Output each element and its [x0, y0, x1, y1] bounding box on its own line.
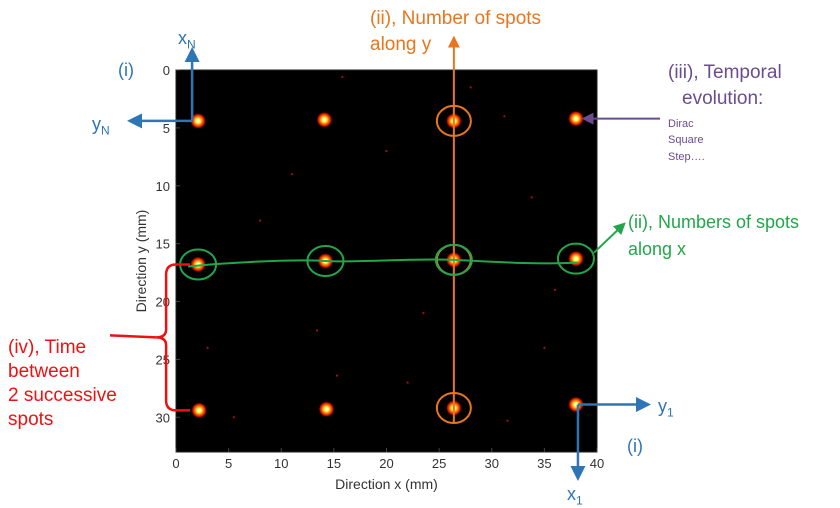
x-tick-label: 10 [274, 456, 288, 471]
noise-points [206, 75, 556, 422]
green-spot-ellipse [434, 243, 473, 276]
label-y1-main: y [658, 396, 667, 416]
x-tick-label: 40 [590, 456, 604, 471]
spot [190, 256, 207, 273]
label-yN-main: y [92, 114, 101, 134]
noise-point [543, 346, 546, 349]
green-arrow [593, 222, 626, 254]
spot [316, 111, 333, 128]
spot [318, 401, 335, 418]
label-xN-sub: N [187, 37, 196, 52]
y-tick-label: 15 [156, 237, 170, 252]
spot [191, 402, 208, 419]
x-tick-label: 20 [379, 456, 393, 471]
spot [567, 396, 584, 413]
x-tick-label: 15 [327, 456, 341, 471]
orange-spot-ellipse [435, 392, 472, 425]
label-iii-line1: (iii), Temporal [668, 62, 782, 83]
label-xN-main: x [178, 28, 187, 48]
label-yN-sub: N [101, 123, 110, 138]
label-ii-x-line1: (ii), Numbers of spots [628, 212, 800, 232]
label-iii-item-2: Step…. [668, 150, 705, 163]
label-x1: x1 [567, 484, 583, 508]
noise-point [206, 346, 209, 349]
noise-point [406, 381, 409, 384]
noise-point [290, 173, 293, 176]
x-tick-label: 30 [485, 456, 499, 471]
x-axis-label: Direction x (mm) [335, 476, 438, 492]
spot [190, 112, 207, 129]
label-xN: xN [178, 28, 196, 52]
green-spot-ellipse [306, 245, 345, 277]
label-ii-y-line2: along y [370, 33, 432, 55]
label-iii-item-0: Dirac [668, 117, 694, 130]
noise-point [503, 115, 506, 118]
label-yN: yN [92, 114, 110, 138]
label-iii-line2: evolution: [682, 87, 764, 109]
noise-point [530, 196, 533, 199]
y-tick-label: 0 [163, 63, 170, 78]
label-iv-line3: 2 successive [8, 385, 117, 407]
label-x1-sub: 1 [576, 493, 583, 508]
noise-point [259, 219, 262, 222]
y-tick-label: 10 [156, 179, 170, 194]
label-y1-sub: 1 [667, 405, 674, 420]
noise-point [385, 150, 388, 153]
label-ii-x-line2: along x [628, 238, 687, 259]
label-iii-item-1: Square [668, 134, 704, 147]
label-ii-y: (ii), Number of spots along y [370, 8, 541, 56]
y-tick-label: 25 [156, 352, 170, 367]
y-axis-label: Direction y (mm) [133, 210, 149, 313]
y-tick-label: 30 [156, 410, 170, 425]
label-iv-line2: between [8, 361, 80, 383]
x-tick-label: 35 [537, 456, 551, 471]
y-tick-label: 5 [163, 121, 170, 136]
red-bracket-pointer [109, 334, 157, 339]
noise-point [316, 329, 319, 332]
label-iii: (iii), Temporal evolution: Dirac Square … [668, 62, 782, 164]
label-iv: (iv), Time between 2 successive spots [8, 336, 117, 433]
spot [567, 250, 584, 267]
green-spot-ellipse [556, 242, 595, 275]
spots [190, 110, 584, 419]
label-i-bottom: (i) [627, 436, 643, 456]
noise-point [232, 416, 235, 419]
green-curve [188, 258, 578, 268]
label-iv-line1: (iv), Time [8, 337, 87, 358]
label-x1-main: x [567, 484, 576, 504]
annotation-overlay [109, 35, 660, 481]
noise-point [336, 374, 339, 377]
label-y1: y1 [658, 396, 674, 420]
spot [567, 110, 584, 127]
x-tick-label: 5 [225, 456, 232, 471]
noise-point [469, 86, 472, 89]
label-iv-line4: spots [8, 409, 54, 431]
noise-point [553, 288, 556, 291]
x-tick-label: 0 [172, 456, 179, 471]
orange-spot-ellipse [435, 104, 472, 137]
label-ii-y-line1: (ii), Number of spots [370, 8, 542, 29]
label-i-top: (i) [118, 60, 134, 80]
noise-point [341, 75, 344, 78]
label-ii-x: (ii), Numbers of spots along x [628, 212, 799, 259]
noise-point [422, 312, 425, 315]
x-tick-label: 25 [432, 456, 446, 471]
noise-point [506, 419, 509, 422]
y-tick-label: 20 [156, 295, 170, 310]
axes: 0 5 10 15 20 25 30 35 40 0 5 10 15 20 25 30 Direction x … [133, 63, 604, 492]
